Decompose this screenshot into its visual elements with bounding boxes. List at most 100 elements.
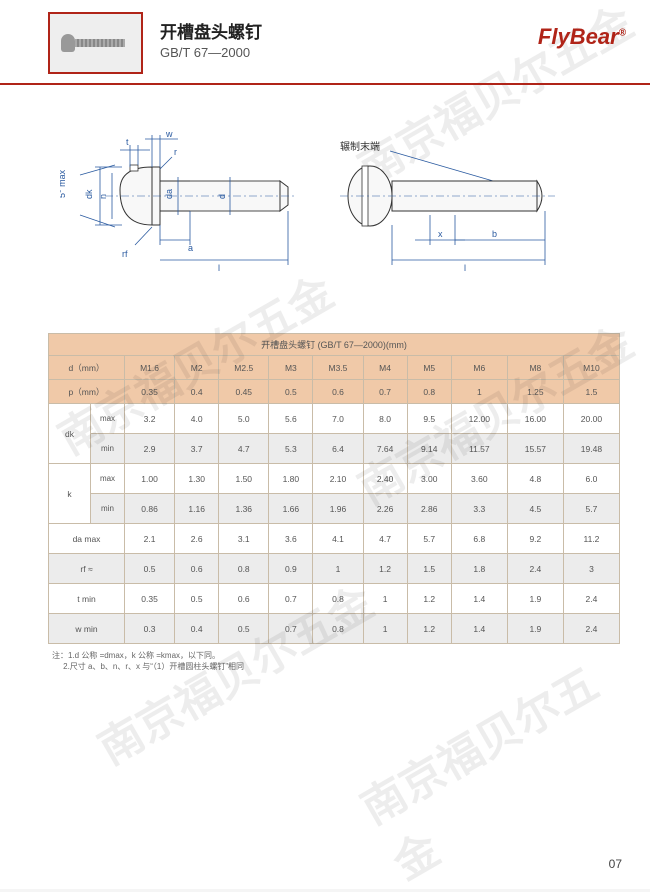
row-label: k bbox=[49, 464, 91, 524]
table-cell: 0.86 bbox=[125, 494, 175, 524]
row-label: t min bbox=[49, 584, 125, 614]
header-d: d（mm） bbox=[49, 356, 125, 380]
svg-text:r: r bbox=[174, 147, 177, 157]
svg-text:l: l bbox=[464, 263, 466, 273]
size-header: M1.6 bbox=[125, 356, 175, 380]
p-header: 0.45 bbox=[219, 380, 269, 404]
table-cell: 1.9 bbox=[507, 584, 563, 614]
row-sublabel: min bbox=[91, 494, 125, 524]
row-label: da max bbox=[49, 524, 125, 554]
table-cell: 5.6 bbox=[269, 404, 313, 434]
table-cell: 19.48 bbox=[563, 434, 619, 464]
table-cell: 16.00 bbox=[507, 404, 563, 434]
table-cell: 0.8 bbox=[313, 614, 363, 644]
p-header: 1.5 bbox=[563, 380, 619, 404]
svg-text:x: x bbox=[438, 229, 443, 239]
table-cell: 1.4 bbox=[451, 614, 507, 644]
table-cell: 1.80 bbox=[269, 464, 313, 494]
svg-text:b: b bbox=[492, 229, 497, 239]
table-cell: 0.5 bbox=[175, 584, 219, 614]
table-cell: 7.0 bbox=[313, 404, 363, 434]
table-cell: 2.26 bbox=[363, 494, 407, 524]
table-cell: 2.10 bbox=[313, 464, 363, 494]
table-cell: 6.8 bbox=[451, 524, 507, 554]
footnotes: 注：1.d 公称 =dmax，k 公称 =kmax，以下同。 2.尺寸 a、b、… bbox=[52, 650, 620, 672]
table-cell: 3.1 bbox=[219, 524, 269, 554]
table-cell: 0.6 bbox=[219, 584, 269, 614]
p-header: 0.7 bbox=[363, 380, 407, 404]
table-cell: 1 bbox=[363, 584, 407, 614]
table-cell: 9.14 bbox=[407, 434, 451, 464]
size-header: M10 bbox=[563, 356, 619, 380]
table-cell: 0.7 bbox=[269, 614, 313, 644]
table-cell: 0.7 bbox=[269, 584, 313, 614]
size-header: M8 bbox=[507, 356, 563, 380]
table-cell: 3.00 bbox=[407, 464, 451, 494]
table-cell: 5.3 bbox=[269, 434, 313, 464]
row-label: rf ≈ bbox=[49, 554, 125, 584]
table-cell: 2.40 bbox=[363, 464, 407, 494]
row-sublabel: max bbox=[91, 404, 125, 434]
size-header: M6 bbox=[451, 356, 507, 380]
table-cell: 1.8 bbox=[451, 554, 507, 584]
table-cell: 1.2 bbox=[407, 584, 451, 614]
table-cell: 1.00 bbox=[125, 464, 175, 494]
svg-text:dk: dk bbox=[84, 189, 94, 199]
table-cell: 5.7 bbox=[563, 494, 619, 524]
table-cell: 4.8 bbox=[507, 464, 563, 494]
svg-text:rf: rf bbox=[122, 249, 128, 259]
table-cell: 6.4 bbox=[313, 434, 363, 464]
brand-logo: FlyBear® bbox=[538, 24, 626, 50]
table-cell: 7.64 bbox=[363, 434, 407, 464]
p-header: 0.5 bbox=[269, 380, 313, 404]
table-cell: 4.7 bbox=[219, 434, 269, 464]
table-cell: 3.2 bbox=[125, 404, 175, 434]
table-cell: 11.57 bbox=[451, 434, 507, 464]
table-cell: 1.4 bbox=[451, 584, 507, 614]
table-cell: 0.5 bbox=[125, 554, 175, 584]
p-header: 0.4 bbox=[175, 380, 219, 404]
table-cell: 0.8 bbox=[219, 554, 269, 584]
table-cell: 3.60 bbox=[451, 464, 507, 494]
table-cell: 1.96 bbox=[313, 494, 363, 524]
table-cell: 2.4 bbox=[563, 614, 619, 644]
size-header: M3 bbox=[269, 356, 313, 380]
watermark: 南京福贝尔五金 bbox=[347, 636, 650, 892]
table-cell: 4.1 bbox=[313, 524, 363, 554]
svg-text:辗制末端: 辗制末端 bbox=[340, 140, 380, 153]
table-cell: 6.0 bbox=[563, 464, 619, 494]
svg-text:da: da bbox=[164, 189, 174, 199]
svg-text:d: d bbox=[217, 194, 227, 199]
spec-table: 开槽盘头螺钉 (GB/T 67—2000)(mm)d（mm）M1.6M2M2.5… bbox=[48, 333, 620, 644]
table-cell: 1 bbox=[313, 554, 363, 584]
table-cell: 20.00 bbox=[563, 404, 619, 434]
table-cell: 4.5 bbox=[507, 494, 563, 524]
table-cell: 1.9 bbox=[507, 614, 563, 644]
table-cell: 0.9 bbox=[269, 554, 313, 584]
table-cell: 0.8 bbox=[313, 584, 363, 614]
title-standard: GB/T 67—2000 bbox=[160, 45, 262, 60]
header-p: p（mm） bbox=[49, 380, 125, 404]
row-sublabel: min bbox=[91, 434, 125, 464]
table-cell: 0.4 bbox=[175, 614, 219, 644]
page-number: 07 bbox=[609, 857, 622, 871]
svg-text:n: n bbox=[98, 194, 108, 199]
table-cell: 2.4 bbox=[563, 584, 619, 614]
table-cell: 2.4 bbox=[507, 554, 563, 584]
table-cell: 1.5 bbox=[407, 554, 451, 584]
table-cell: 1.2 bbox=[407, 614, 451, 644]
table-cell: 1 bbox=[363, 614, 407, 644]
p-header: 0.8 bbox=[407, 380, 451, 404]
size-header: M2.5 bbox=[219, 356, 269, 380]
size-header: M2 bbox=[175, 356, 219, 380]
table-cell: 5.7 bbox=[407, 524, 451, 554]
table-cell: 2.6 bbox=[175, 524, 219, 554]
p-header: 0.35 bbox=[125, 380, 175, 404]
header: 开槽盘头螺钉 GB/T 67—2000 FlyBear® bbox=[0, 0, 650, 85]
table-cell: 0.3 bbox=[125, 614, 175, 644]
title-cn: 开槽盘头螺钉 bbox=[160, 18, 262, 43]
row-label: w min bbox=[49, 614, 125, 644]
row-sublabel: max bbox=[91, 464, 125, 494]
p-header: 0.6 bbox=[313, 380, 363, 404]
table-cell: 2.1 bbox=[125, 524, 175, 554]
